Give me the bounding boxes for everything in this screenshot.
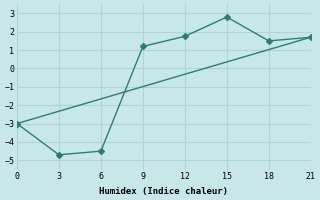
X-axis label: Humidex (Indice chaleur): Humidex (Indice chaleur) <box>100 187 228 196</box>
